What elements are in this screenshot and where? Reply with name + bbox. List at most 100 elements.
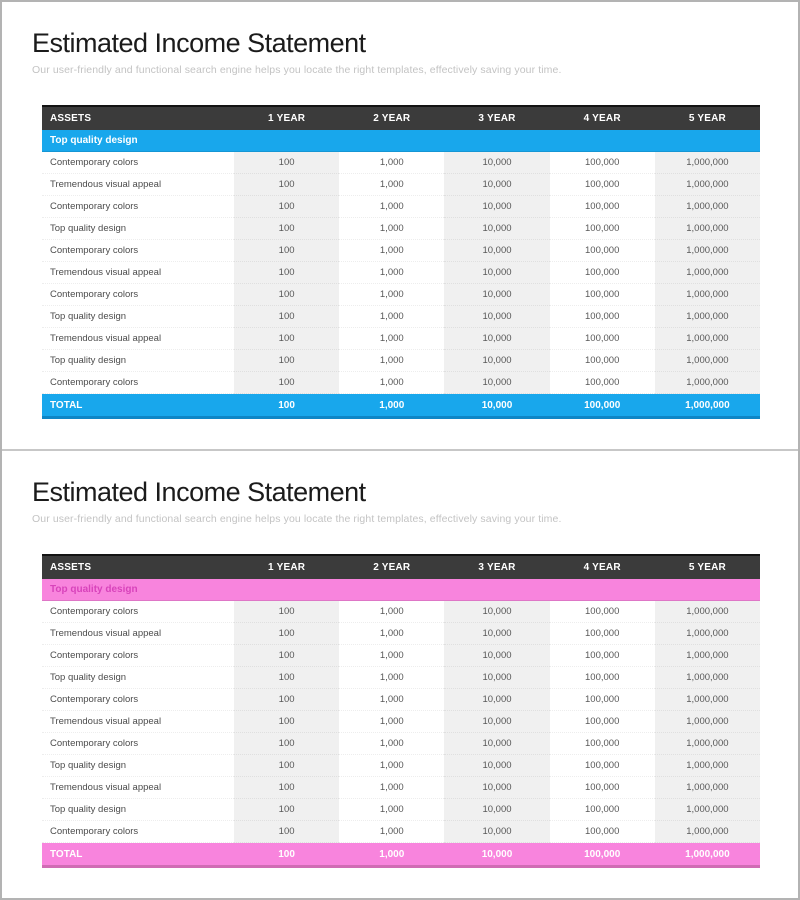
total-value-year-5: 1,000,000: [685, 848, 730, 860]
row-value: 10,000: [444, 645, 550, 668]
row-value: 100: [234, 306, 340, 329]
total-value-year-2: 1,000: [379, 848, 405, 860]
row-value: 1,000,000: [654, 623, 760, 646]
row-value: 100,000: [549, 240, 655, 263]
income-table: ASSETS 1 YEAR 2 YEAR 3 YEAR 4 YEAR 5 YEA…: [42, 105, 760, 420]
row-label: Contemporary colors: [42, 152, 234, 175]
row-value: 100: [234, 218, 340, 241]
table-row: Contemporary colors 100 1,000 10,000 100,000…: [42, 601, 760, 624]
row-label: Top quality design: [42, 306, 234, 329]
row-value: 10,000: [444, 152, 550, 175]
row-value: 10,000: [444, 733, 550, 756]
row-value: 100: [234, 667, 340, 690]
row-value: 100,000: [549, 733, 655, 756]
row-value: 10,000: [444, 174, 550, 197]
row-value: 1,000: [339, 667, 445, 690]
total-value-year-4: 100,000: [584, 848, 621, 860]
total-value-year-3: 10,000: [481, 848, 513, 860]
row-value: 100: [234, 755, 340, 778]
row-label: Top quality design: [42, 755, 234, 778]
row-value: 100: [234, 240, 340, 263]
row-label: Tremendous visual appeal: [42, 174, 234, 197]
row-value: 1,000,000: [654, 799, 760, 822]
header-cell-year-3: 3 YEAR: [478, 562, 516, 574]
row-value: 100,000: [549, 372, 655, 395]
row-value: 1,000: [339, 174, 445, 197]
table-row: Contemporary colors 100 1,000 10,000 100,000…: [42, 689, 760, 712]
row-value: 100: [234, 711, 340, 734]
row-value: 1,000: [339, 350, 445, 373]
table-row: Contemporary colors 100 1,000 10,000 100,000…: [42, 733, 760, 756]
row-value: 1,000,000: [654, 372, 760, 395]
row-value: 100,000: [549, 667, 655, 690]
header-cell-year-1: 1 YEAR: [268, 562, 306, 574]
row-value: 100,000: [549, 601, 655, 624]
row-value: 1,000: [339, 777, 445, 800]
table-row: Tremendous visual appeal 100 1,000 10,000 10…: [42, 711, 760, 734]
row-value: 1,000: [339, 711, 445, 734]
table-header-row: ASSETS 1 YEAR 2 YEAR 3 YEAR 4 YEAR 5 YEA…: [42, 105, 760, 131]
table-row: Contemporary colors 100 1,000 10,000 100,000…: [42, 196, 760, 219]
header-cell-year-1: 1 YEAR: [268, 113, 306, 125]
header-cell-year-5: 5 YEAR: [688, 562, 726, 574]
row-value: 10,000: [444, 350, 550, 373]
table-row: Contemporary colors 100 1,000 10,000 100,000…: [42, 821, 760, 844]
total-value-year-4: 100,000: [584, 399, 621, 411]
row-value: 10,000: [444, 240, 550, 263]
total-label: TOTAL: [50, 848, 83, 860]
total-row: TOTAL 100 1,000 10,000 100,000 1,000,000: [42, 394, 760, 420]
header-cell-year-2: 2 YEAR: [373, 562, 411, 574]
row-value: 1,000,000: [654, 645, 760, 668]
row-value: 10,000: [444, 623, 550, 646]
row-value: 1,000: [339, 328, 445, 351]
total-label: TOTAL: [50, 399, 83, 411]
row-value: 1,000,000: [654, 601, 760, 624]
total-value-year-2: 1,000: [379, 399, 405, 411]
row-value: 1,000,000: [654, 262, 760, 285]
row-value: 1,000: [339, 821, 445, 844]
row-value: 1,000,000: [654, 733, 760, 756]
row-value: 1,000: [339, 372, 445, 395]
row-value: 1,000: [339, 623, 445, 646]
row-value: 100,000: [549, 645, 655, 668]
row-value: 100,000: [549, 777, 655, 800]
row-value: 100,000: [549, 306, 655, 329]
table-row: Top quality design 100 1,000 10,000 100,000 1…: [42, 667, 760, 690]
row-value: 10,000: [444, 196, 550, 219]
slide-1: Estimated Income Statement Our user-frie…: [2, 2, 798, 449]
row-value: 10,000: [444, 711, 550, 734]
row-value: 100: [234, 645, 340, 668]
row-value: 100,000: [549, 152, 655, 175]
row-value: 10,000: [444, 821, 550, 844]
row-value: 1,000: [339, 645, 445, 668]
row-value: 10,000: [444, 799, 550, 822]
row-value: 100,000: [549, 218, 655, 241]
row-value: 10,000: [444, 218, 550, 241]
row-value: 1,000,000: [654, 777, 760, 800]
row-value: 10,000: [444, 601, 550, 624]
table-row: Contemporary colors 100 1,000 10,000 100,000…: [42, 645, 760, 668]
row-label: Top quality design: [42, 667, 234, 690]
header-cell-year-2: 2 YEAR: [373, 113, 411, 125]
row-value: 100,000: [549, 262, 655, 285]
row-label: Tremendous visual appeal: [42, 262, 234, 285]
row-label: Contemporary colors: [42, 821, 234, 844]
row-value: 10,000: [444, 777, 550, 800]
row-value: 100: [234, 152, 340, 175]
row-value: 1,000,000: [654, 755, 760, 778]
row-value: 10,000: [444, 262, 550, 285]
header-cell-year-5: 5 YEAR: [688, 113, 726, 125]
table-row: Top quality design 100 1,000 10,000 100,000 1…: [42, 306, 760, 329]
row-value: 100: [234, 623, 340, 646]
row-value: 1,000: [339, 284, 445, 307]
row-value: 100,000: [549, 689, 655, 712]
row-value: 1,000,000: [654, 667, 760, 690]
slide-2: Estimated Income Statement Our user-frie…: [2, 449, 798, 898]
row-label: Contemporary colors: [42, 240, 234, 263]
row-value: 1,000: [339, 240, 445, 263]
row-value: 1,000,000: [654, 152, 760, 175]
row-value: 100,000: [549, 799, 655, 822]
row-value: 100,000: [549, 174, 655, 197]
table-row: Tremendous visual appeal 100 1,000 10,000 10…: [42, 777, 760, 800]
header-cell-year-4: 4 YEAR: [583, 562, 621, 574]
